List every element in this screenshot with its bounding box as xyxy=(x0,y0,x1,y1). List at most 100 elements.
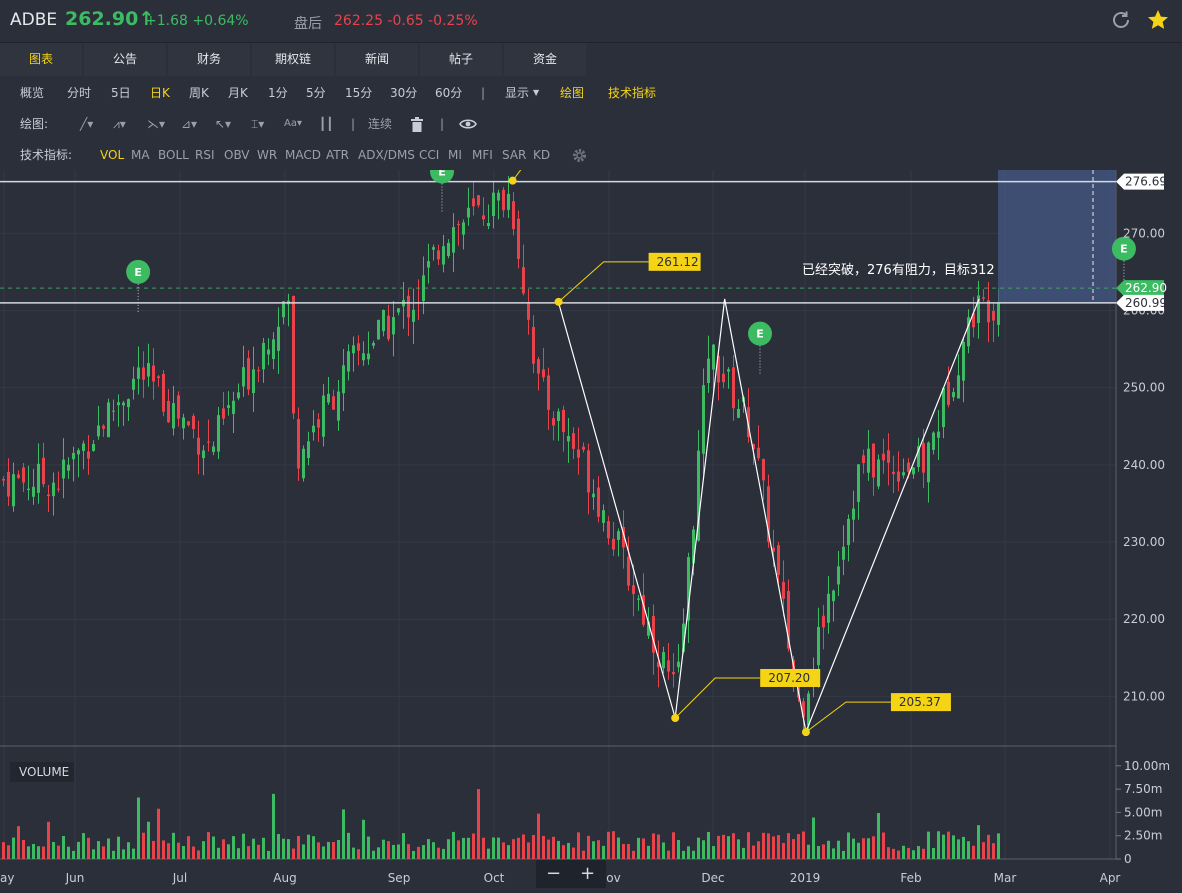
tab-capital[interactable]: 资金 xyxy=(504,43,588,76)
trash-icon[interactable] xyxy=(410,117,424,132)
indicator-mi[interactable]: MI xyxy=(448,148,462,162)
tab-chart[interactable]: 图表 xyxy=(0,43,84,76)
volume-bar xyxy=(917,846,920,859)
candle-body xyxy=(927,442,930,483)
candle-body xyxy=(697,450,700,541)
measure-tool-icon[interactable]: ⌶▾ xyxy=(251,117,265,131)
volume-bar xyxy=(467,837,470,859)
volume-bar xyxy=(852,838,855,859)
indicator-wr[interactable]: WR xyxy=(257,148,278,162)
volume-bar xyxy=(172,832,175,859)
tab-announcements[interactable]: 公告 xyxy=(84,43,168,76)
indicator-obv[interactable]: OBV xyxy=(224,148,250,162)
candle-body xyxy=(492,192,495,216)
period-monthly[interactable]: 月K xyxy=(228,86,248,100)
indicator-toggle[interactable]: 技术指标 xyxy=(608,86,657,100)
volume-bar xyxy=(407,844,410,859)
candle-body xyxy=(962,341,965,381)
tab-posts[interactable]: 帖子 xyxy=(420,43,504,76)
volume-bar xyxy=(32,843,35,859)
volume-bar xyxy=(567,842,570,859)
pattern-point-dot xyxy=(801,728,810,737)
candle-body xyxy=(807,693,810,726)
candle-body xyxy=(767,486,770,542)
tab-options[interactable]: 期权链 xyxy=(252,43,336,76)
zoom-out-button[interactable]: − xyxy=(546,863,562,884)
candle-body xyxy=(232,400,235,414)
draw-toggle[interactable]: 绘图 xyxy=(560,86,585,100)
current-price-tag xyxy=(1116,280,1164,297)
arrow-tool-icon[interactable]: ↖▾ xyxy=(215,117,232,131)
volume-bar xyxy=(337,840,340,859)
period-daily[interactable]: 日K xyxy=(150,86,170,100)
candle-body xyxy=(532,327,535,364)
tab-financials[interactable]: 财务 xyxy=(168,43,252,76)
chart-canvas[interactable]: 276.82261.12207.20205.37EEEE已经突破，276有阻力，… xyxy=(0,131,1182,890)
volume-bar xyxy=(47,821,50,859)
candle-body xyxy=(777,545,780,576)
chevron-down-icon[interactable]: ▼ xyxy=(533,88,540,97)
candle-body xyxy=(327,393,330,403)
pitchfork-tool-icon[interactable]: ⋋▾ xyxy=(147,117,166,131)
indicator-adx[interactable]: ADX/DMS xyxy=(358,148,415,162)
volume-bar xyxy=(487,848,490,859)
text-tool-icon[interactable]: Aa▾ xyxy=(284,118,302,129)
tab-news[interactable]: 新闻 xyxy=(336,43,420,76)
candle-body xyxy=(967,317,970,347)
volume-bar xyxy=(232,836,235,859)
candle-body xyxy=(37,463,40,493)
eye-icon[interactable] xyxy=(459,118,477,130)
period-60min[interactable]: 60分 xyxy=(435,86,463,100)
fib-tool-icon[interactable]: ⊿▾ xyxy=(181,117,198,131)
volume-bar xyxy=(37,846,40,859)
indicator-atr[interactable]: ATR xyxy=(326,148,349,162)
period-30min[interactable]: 30分 xyxy=(390,86,418,100)
candle-body xyxy=(272,339,275,360)
candle-body xyxy=(757,447,760,459)
volume-bar xyxy=(362,819,365,859)
period-5day[interactable]: 5日 xyxy=(111,86,131,100)
indicator-mfi[interactable]: MFI xyxy=(472,148,493,162)
price-tick-label: 240.00 xyxy=(1123,458,1165,472)
indicator-ma[interactable]: MA xyxy=(131,148,150,162)
volume-bar xyxy=(432,842,435,859)
stock-chart[interactable]: 276.82261.12207.20205.37EEEE已经突破，276有阻力，… xyxy=(0,131,1182,890)
display-menu[interactable]: 显示 xyxy=(505,86,530,100)
indicator-cci[interactable]: CCI xyxy=(419,148,440,162)
candle-body xyxy=(652,615,655,653)
period-1min[interactable]: 1分 xyxy=(268,86,288,100)
gear-icon[interactable] xyxy=(571,147,588,164)
volume-bar xyxy=(652,833,655,859)
candle-tool-icon[interactable]: ┃┃ xyxy=(319,117,334,131)
trendline-tool-icon[interactable]: ╱▾ xyxy=(80,117,94,131)
favorite-star-icon[interactable] xyxy=(1146,8,1170,32)
indicator-rsi[interactable]: RSI xyxy=(195,148,215,162)
channel-tool-icon[interactable]: ⩘▾ xyxy=(113,117,126,131)
callout-label: 207.20 xyxy=(768,671,810,685)
period-intraday[interactable]: 分时 xyxy=(67,86,92,100)
refresh-icon[interactable] xyxy=(1110,9,1132,31)
volume-bar xyxy=(692,850,695,859)
candle-body xyxy=(217,415,220,452)
period-weekly[interactable]: 周K xyxy=(189,86,209,100)
time-tick-label: Feb xyxy=(900,871,921,885)
period-15min[interactable]: 15分 xyxy=(345,86,373,100)
indicator-kd[interactable]: KD xyxy=(533,148,551,162)
volume-bar xyxy=(477,789,480,859)
volume-bar xyxy=(117,836,120,859)
indicator-boll[interactable]: BOLL xyxy=(158,148,189,162)
indicator-sar[interactable]: SAR xyxy=(502,148,527,162)
candle-body xyxy=(562,409,565,433)
volume-bar xyxy=(492,837,495,859)
candlesticks xyxy=(2,176,1000,730)
volume-bar xyxy=(67,846,70,859)
zoom-in-button[interactable]: + xyxy=(580,863,596,884)
earnings-marker-label: E xyxy=(134,266,142,279)
period-5min[interactable]: 5分 xyxy=(306,86,326,100)
indicator-macd[interactable]: MACD xyxy=(285,148,321,162)
candle-body xyxy=(297,419,300,469)
continuous-toggle[interactable]: 连续 xyxy=(368,117,393,131)
volume-bar xyxy=(712,846,715,859)
period-overview[interactable]: 概览 xyxy=(20,86,45,100)
indicator-vol[interactable]: VOL xyxy=(100,148,125,162)
